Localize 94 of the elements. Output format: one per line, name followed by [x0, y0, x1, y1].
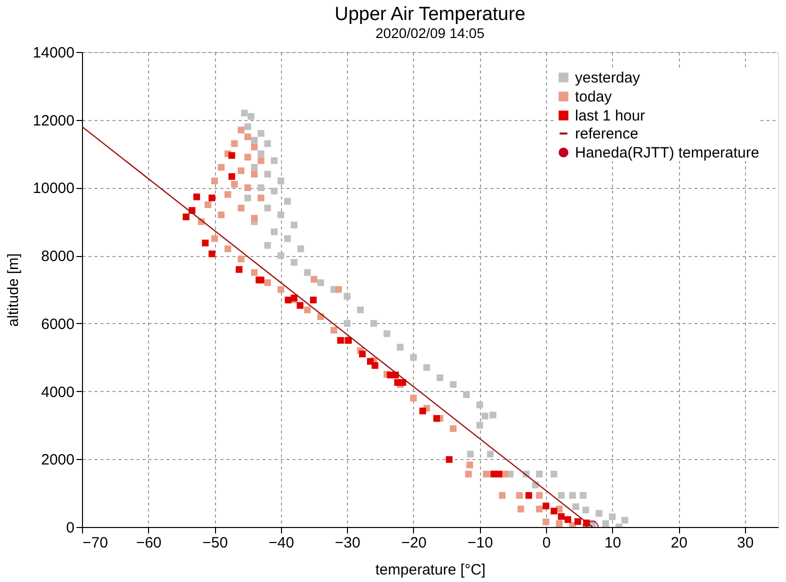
point: [208, 194, 216, 202]
point: [231, 140, 238, 147]
point: [310, 296, 317, 304]
point: [228, 173, 236, 180]
point: [231, 180, 238, 188]
x-tick-label: −50: [202, 534, 228, 552]
point: [250, 214, 258, 222]
x-tick-label: −60: [136, 534, 162, 552]
point: [284, 296, 292, 304]
point: [410, 394, 417, 402]
point: [310, 276, 318, 283]
x-tick-label: −10: [467, 534, 493, 552]
point: [446, 456, 453, 463]
point: [208, 250, 216, 258]
point: [399, 379, 406, 386]
point: [516, 492, 523, 499]
point: [244, 133, 252, 140]
x-tick-label: −40: [268, 534, 294, 552]
point: [525, 492, 532, 499]
point: [250, 269, 258, 276]
point: [258, 157, 264, 164]
point: [574, 518, 582, 525]
point: [465, 470, 472, 478]
point: [264, 279, 271, 286]
point: [558, 513, 565, 520]
chart-subtitle: 2020/02/09 14:05: [376, 25, 485, 41]
point: [193, 194, 200, 200]
point: [228, 152, 236, 159]
point: [536, 492, 543, 499]
y-tick-label: 0: [66, 520, 74, 536]
x-tick-label: 10: [604, 534, 622, 552]
point: [330, 326, 338, 334]
point: [278, 286, 284, 293]
legend-label: reference: [575, 126, 638, 142]
y-axis-title: altitude [m]: [4, 253, 22, 327]
point: [550, 508, 558, 514]
legend-label: yesterday: [575, 70, 641, 86]
point: [542, 502, 550, 510]
x-tick-label: −70: [82, 534, 108, 552]
point: [433, 415, 440, 422]
y-tick-label: 2000: [41, 452, 74, 469]
point: [502, 470, 508, 478]
point: [236, 266, 242, 273]
point: [238, 256, 244, 262]
point: [238, 204, 244, 212]
x-tick-label: 0: [542, 534, 551, 552]
point: [182, 214, 190, 220]
point: [202, 240, 209, 246]
legend-label: Haneda(RJTT) temperature: [575, 144, 760, 162]
x-tick-label: 20: [670, 534, 688, 552]
point: [564, 516, 572, 523]
point: [258, 194, 264, 202]
point: [204, 201, 212, 208]
point: [517, 506, 524, 512]
point: [335, 286, 342, 293]
point: [337, 337, 344, 344]
point: [536, 506, 543, 512]
legend-label: last 1 hour: [575, 108, 646, 124]
point: [244, 184, 252, 192]
x-axis-title: temperature [°C]: [375, 562, 486, 578]
point: [542, 518, 550, 526]
point: [498, 492, 506, 499]
y-tick-label: 6000: [41, 316, 74, 333]
point: [296, 302, 304, 309]
point: [224, 191, 232, 198]
chart-title: Upper Air Temperature: [334, 4, 526, 25]
y-tick-label: 4000: [41, 384, 74, 401]
point: [238, 126, 244, 134]
point: [244, 154, 252, 161]
point: [372, 362, 378, 369]
y-tick-label: 8000: [41, 248, 74, 266]
y-tick-label: 14000: [32, 44, 74, 62]
point: [556, 520, 563, 527]
x-tick-label: −30: [334, 534, 360, 552]
point: [359, 350, 366, 358]
point: [211, 178, 218, 184]
point: [250, 144, 258, 150]
point: [496, 470, 502, 478]
point: [419, 408, 426, 414]
point: [482, 470, 490, 478]
point: [466, 462, 474, 468]
point: [218, 164, 225, 171]
point: [238, 167, 244, 174]
point: [211, 235, 218, 242]
point: [224, 245, 232, 252]
y-tick-label: 12000: [32, 112, 74, 130]
point: [250, 170, 258, 178]
x-tick-label: 30: [737, 534, 754, 552]
point: [304, 306, 311, 314]
legend-label: today: [575, 88, 612, 106]
y-tick-label: 10000: [32, 180, 74, 198]
point: [218, 212, 225, 218]
x-tick-label: −20: [401, 534, 427, 552]
point: [450, 425, 457, 432]
